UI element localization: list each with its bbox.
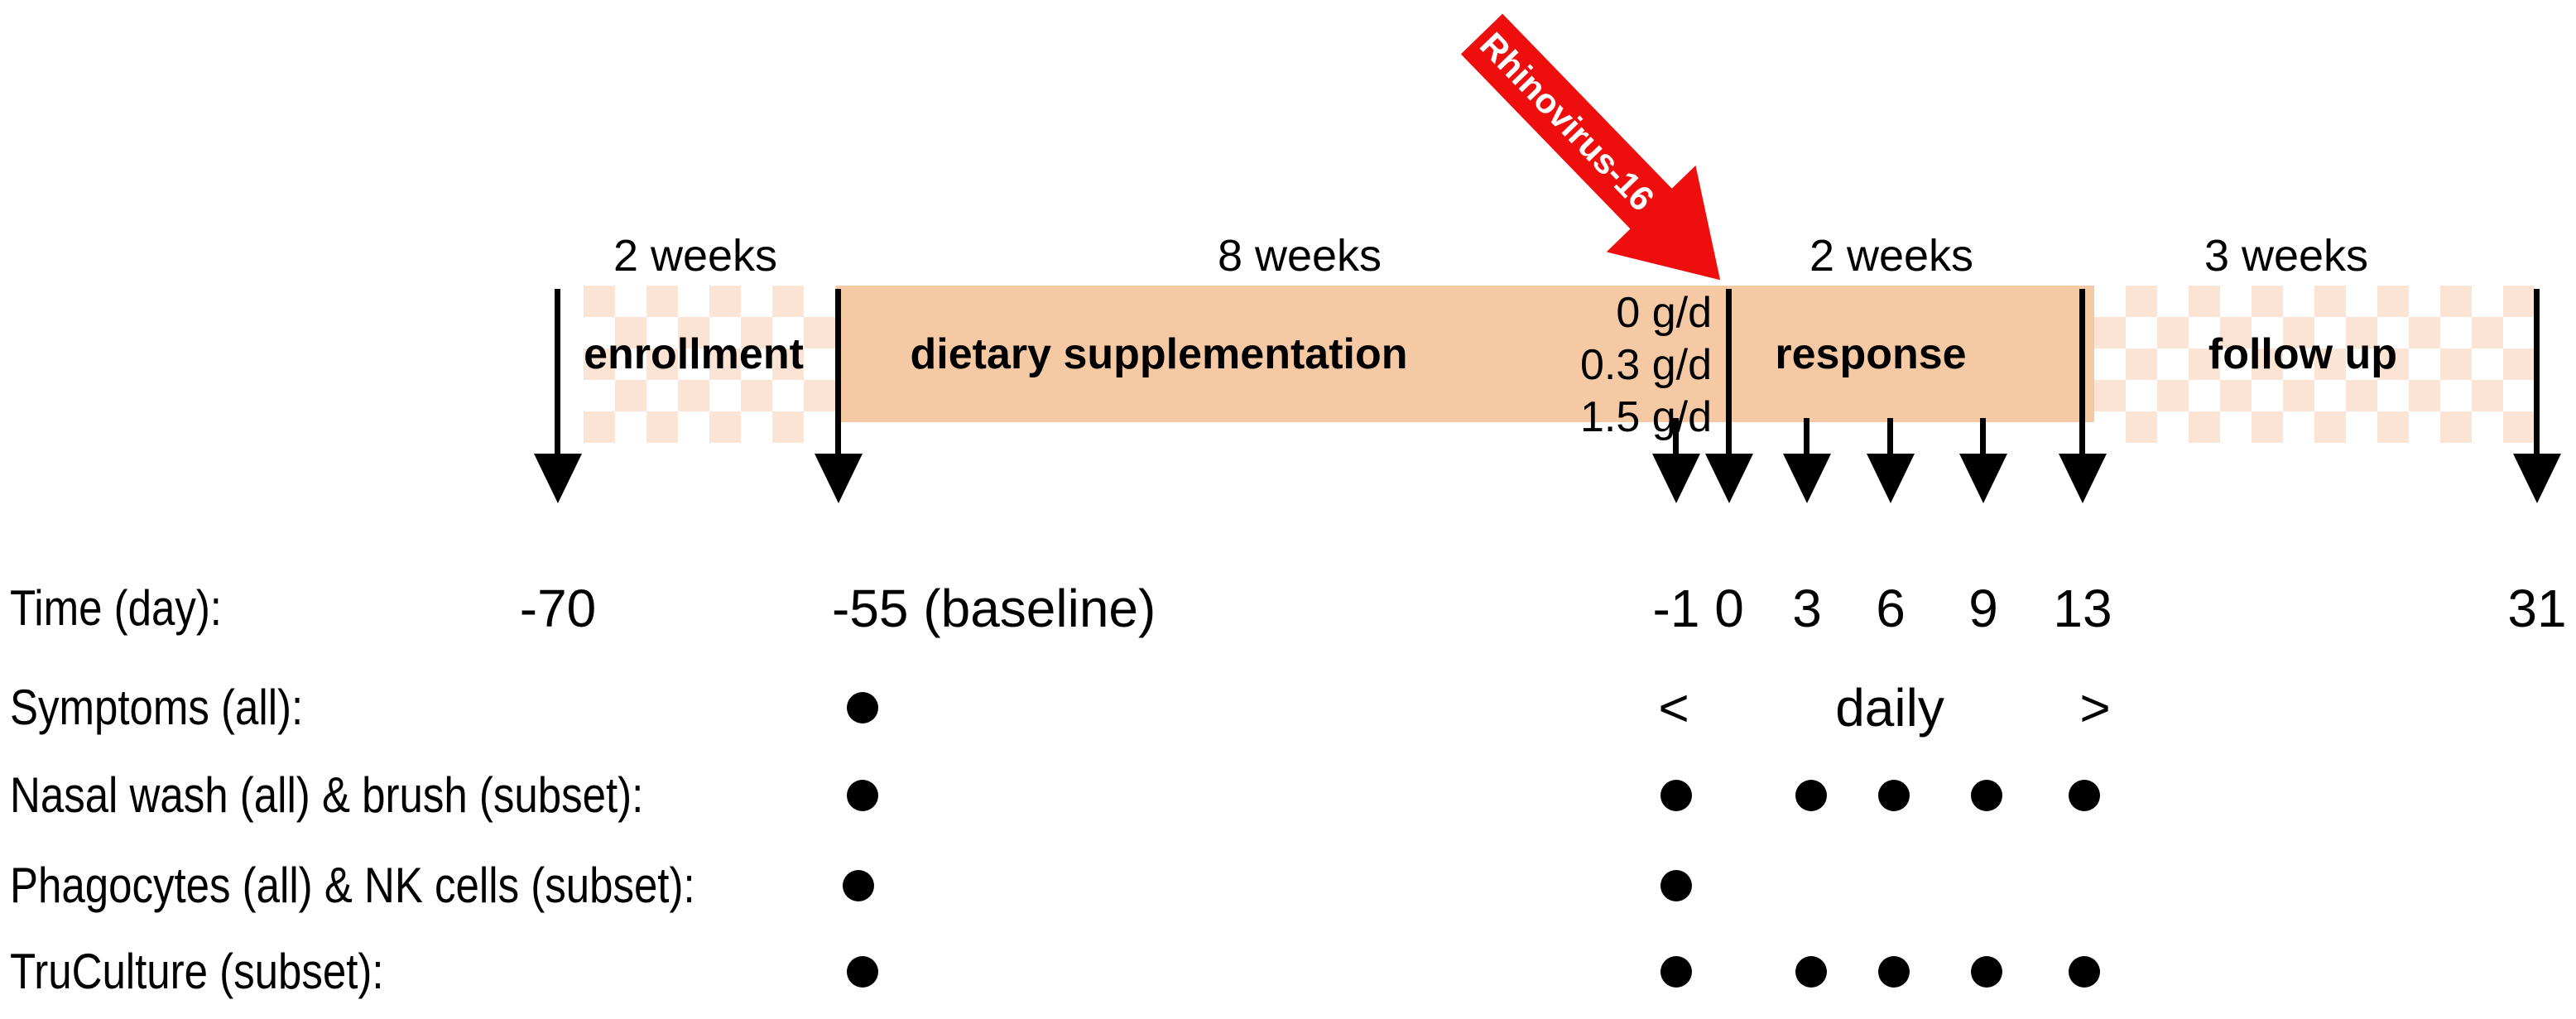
daily-range-bracket-icon: > bbox=[2079, 678, 2111, 738]
day-label: 9 bbox=[1968, 579, 1998, 638]
sampling-dot bbox=[1795, 780, 1827, 811]
sampling-dot bbox=[1971, 956, 2002, 988]
sampling-dot bbox=[1660, 956, 1692, 988]
daily-range-label: daily bbox=[1835, 678, 1944, 738]
row-label-nasal-wash: Nasal wash (all) & brush (subset): bbox=[10, 767, 644, 823]
timeline-arrow-line bbox=[1980, 418, 1986, 457]
arrow-down-icon bbox=[2513, 454, 2561, 503]
dose-arm-15: 1.5 g/d bbox=[1579, 393, 1712, 441]
sampling-dot bbox=[1971, 780, 2002, 811]
timeline-arrow-line bbox=[1726, 289, 1732, 457]
duration-label-enrollment: 2 weeks bbox=[613, 231, 778, 281]
arrow-down-icon bbox=[1705, 454, 1753, 503]
dose-arm-0: 0 g/d bbox=[1616, 289, 1712, 337]
timeline-arrow-line bbox=[1887, 418, 1893, 457]
day-label: -55 (baseline) bbox=[832, 579, 1156, 638]
phase-label-followup: follow up bbox=[2208, 330, 2398, 378]
arrow-down-icon bbox=[1652, 454, 1700, 503]
dose-arm-03: 0.3 g/d bbox=[1579, 341, 1712, 389]
sampling-dot bbox=[843, 870, 874, 901]
sampling-dot bbox=[1878, 780, 1910, 811]
sampling-dot bbox=[847, 692, 878, 723]
day-label: 13 bbox=[2053, 579, 2112, 638]
time-axis-title: Time (day): bbox=[10, 580, 222, 636]
rhinovirus-arrow-label: Rhinovirus-16 bbox=[1473, 25, 1662, 219]
arrow-down-icon bbox=[815, 454, 863, 503]
enrollment-phase-bar bbox=[584, 286, 836, 443]
dose-arm-list: 0 g/d 0.3 g/d 1.5 g/d bbox=[1374, 287, 1712, 444]
day-label: -1 bbox=[1652, 579, 1700, 638]
timeline-arrow-line bbox=[555, 289, 560, 457]
phase-label-response: response bbox=[1775, 330, 1967, 378]
arrow-down-icon bbox=[1867, 454, 1915, 503]
duration-label-supplementation: 8 weeks bbox=[1217, 231, 1382, 281]
sampling-dot bbox=[1660, 870, 1692, 901]
supplementation-response-phase-bar bbox=[836, 286, 2094, 422]
timeline-arrow-line bbox=[2079, 289, 2085, 457]
followup-phase-bar bbox=[2094, 286, 2535, 443]
arrow-down-icon bbox=[534, 454, 582, 503]
timeline-arrow-line bbox=[2534, 289, 2540, 457]
arrow-down-icon bbox=[2059, 454, 2107, 503]
row-label-truculture: TruCulture (subset): bbox=[10, 944, 384, 999]
duration-label-followup: 3 weeks bbox=[2204, 231, 2369, 281]
day-label: 3 bbox=[1792, 579, 1822, 638]
arrow-down-icon bbox=[1959, 454, 2007, 503]
day-label: 31 bbox=[2507, 579, 2567, 638]
phase-label-enrollment: enrollment bbox=[584, 330, 804, 378]
sampling-dot bbox=[2069, 780, 2100, 811]
daily-range-bracket-icon: < bbox=[1658, 678, 1689, 738]
timeline-arrow-line bbox=[1804, 418, 1809, 457]
sampling-dot bbox=[847, 956, 878, 988]
sampling-dot bbox=[2069, 956, 2100, 988]
sampling-dot bbox=[1795, 956, 1827, 988]
row-label-symptoms: Symptoms (all): bbox=[10, 680, 304, 735]
day-label: 6 bbox=[1876, 579, 1906, 638]
duration-label-response: 2 weeks bbox=[1809, 231, 1974, 281]
timeline-arrow-line bbox=[1673, 418, 1679, 457]
sampling-dot bbox=[1660, 780, 1692, 811]
rhinovirus-challenge-arrow: Rhinovirus-16 bbox=[1437, 0, 1765, 324]
sampling-dot bbox=[1878, 956, 1910, 988]
phase-label-supplementation: dietary supplementation bbox=[910, 330, 1408, 378]
timeline-arrow-line bbox=[835, 289, 841, 457]
day-label: 0 bbox=[1714, 579, 1744, 638]
arrow-down-icon bbox=[1783, 454, 1831, 503]
day-label: -70 bbox=[519, 579, 597, 638]
row-label-phagocytes: Phagocytes (all) & NK cells (subset): bbox=[10, 858, 695, 913]
sampling-dot bbox=[847, 780, 878, 811]
